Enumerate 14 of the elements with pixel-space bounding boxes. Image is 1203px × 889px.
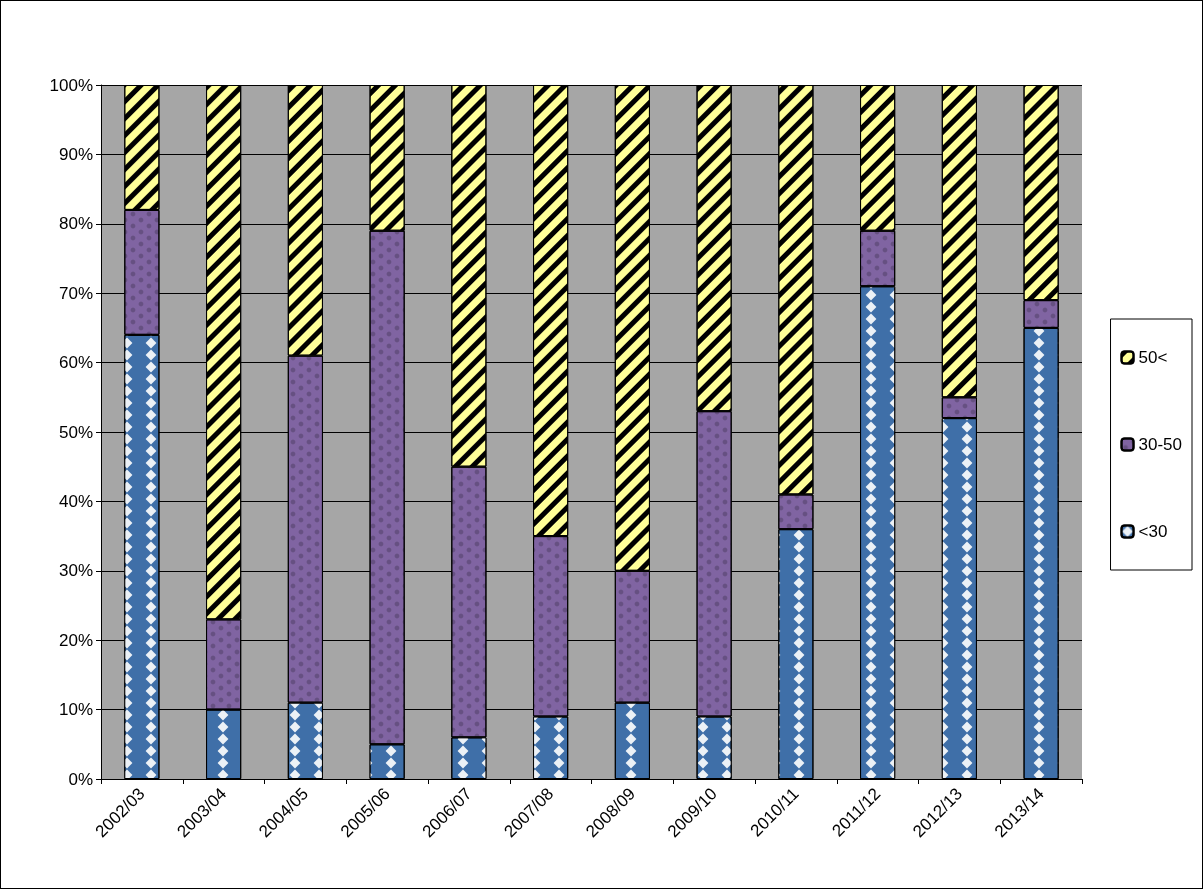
y-tick-label: 30% [58, 561, 93, 581]
y-tick-label: 40% [58, 491, 93, 511]
y-tick-label: 70% [58, 283, 93, 303]
legend-label: 50< [1138, 348, 1168, 367]
y-tick-label: 50% [58, 422, 93, 442]
y-tick-label: 10% [58, 700, 93, 720]
legend-label: <30 [1138, 522, 1168, 541]
y-tick-label: 20% [58, 630, 93, 650]
y-tick-label: 100% [49, 75, 93, 95]
y-tick-label: 90% [58, 144, 93, 164]
legend-label: 30-50 [1138, 435, 1182, 454]
y-tick-label: 80% [58, 214, 93, 234]
y-tick-label: 0% [68, 769, 93, 789]
y-tick-label: 60% [58, 353, 93, 373]
